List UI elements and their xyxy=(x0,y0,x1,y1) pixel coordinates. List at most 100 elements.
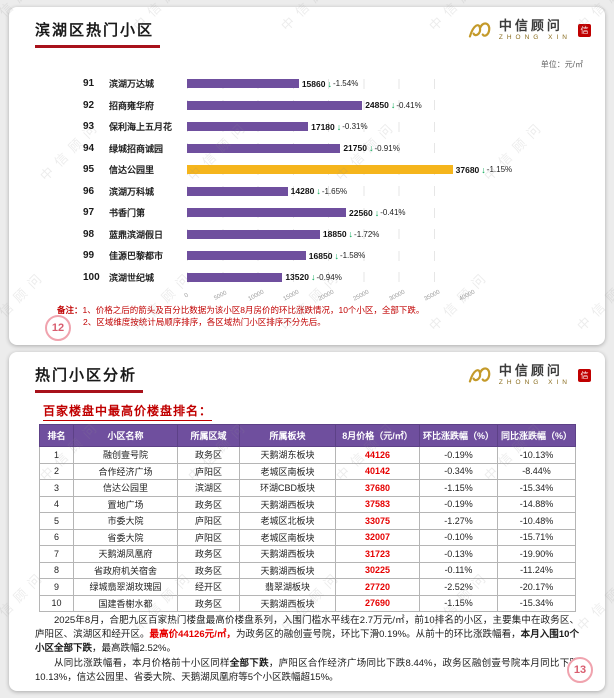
price-cell: 33075 xyxy=(335,512,420,530)
change-label: -0.91% xyxy=(374,143,400,153)
bar-track: 14280 ↓ -1.65% xyxy=(187,186,469,197)
price-cell: 37583 xyxy=(335,495,420,513)
district-cell: 政务区 xyxy=(177,545,240,563)
block-cell: 天鹅湖西板块 xyxy=(239,545,336,563)
down-arrow-icon: ↓ xyxy=(348,229,354,240)
logo-name-en: ZHONG XIN xyxy=(498,33,571,41)
community-name: 书香门第 xyxy=(109,208,146,219)
table-row: 3 信达公园里 滨湖区 环湖CBD板块 37680 -1.15% -15.34% xyxy=(39,479,576,497)
value-label: 14280 xyxy=(290,186,315,197)
change-label: -1.54% xyxy=(332,79,359,89)
text-segment: 最高价44126元/㎡， xyxy=(149,628,236,640)
change-label: -0.41% xyxy=(380,208,406,218)
text-segment: ，庐阳区合作经济广场同比下跌8.44%，政务区融创壹号院本月同比下跌10.13%… xyxy=(35,658,579,684)
axis-tick-label: 10000 xyxy=(247,289,265,303)
table-row: 9 绿城翡翠湖玫瑰园 经开区 翡翠湖板块 27720 -2.52% -20.17% xyxy=(39,578,576,596)
down-arrow-icon: ↓ xyxy=(316,186,321,197)
table-row: 8 省政府机关宿舍 政务区 天鹅湖西板块 30225 -0.11% -11.24% xyxy=(39,561,576,579)
yoy-cell: -15.34% xyxy=(497,594,576,612)
yoy-cell: -11.24% xyxy=(497,561,576,579)
price-cell: 32007 xyxy=(335,528,420,546)
mom-cell: -1.27% xyxy=(419,512,498,530)
logo-mark-icon xyxy=(468,367,491,383)
district-cell: 庐阳区 xyxy=(177,462,240,480)
value-label: 16850 xyxy=(308,250,333,261)
chart-row: 97 书香门第 22560 ↓ -0.41% xyxy=(9,202,605,224)
value-label: 18850 xyxy=(322,229,347,240)
text-segment: 从同比涨跌幅看，本月价格前十小区同样 xyxy=(54,658,230,670)
zhongxin-logo: 中信顾问 ZHONG XIN 信 xyxy=(466,18,591,41)
value-label: 37680 xyxy=(455,164,480,175)
axis-tick-label: 20000 xyxy=(317,289,336,303)
value-label: 15860 xyxy=(301,78,326,89)
logo-name: 中信顾问 xyxy=(498,18,563,34)
change-label: -1.65% xyxy=(321,186,348,196)
price-cell: 27690 xyxy=(335,594,420,612)
rank-label: 93 xyxy=(83,121,95,133)
district-cell: 政务区 xyxy=(177,594,240,612)
name-cell: 省委大院 xyxy=(73,528,178,546)
rank-cell: 7 xyxy=(39,545,74,563)
value-label: 22560 xyxy=(349,207,373,218)
rank-label: 100 xyxy=(83,271,100,283)
chart-row: 91 滨湖万达城 15860 ↓ -1.54% xyxy=(9,73,605,95)
change-label: -1.72% xyxy=(354,229,380,239)
bar-track: 24850 ↓ -0.41% xyxy=(187,100,469,111)
name-cell: 市委大院 xyxy=(73,512,178,530)
chart-row: 100 滨湖世纪城 13520 ↓ -0.94% xyxy=(9,267,605,289)
bar-track: 22560 ↓ -0.41% xyxy=(187,207,469,218)
rank-label: 97 xyxy=(83,207,95,219)
table-row: 10 国建香榭水都 政务区 天鹅湖西板块 27690 -1.15% -15.34% xyxy=(39,594,576,612)
down-arrow-icon: ↓ xyxy=(368,143,374,154)
value-bar xyxy=(187,122,309,132)
logo-seal-icon: 信 xyxy=(578,368,591,382)
chart-row: 95 信达公园里 37680 ↓ -1.15% xyxy=(9,159,605,181)
value-bar xyxy=(187,272,283,282)
mom-cell: -0.13% xyxy=(419,545,498,563)
table-row: 2 合作经济广场 庐阳区 老城区南板块 40142 -0.34% -8.44% xyxy=(39,462,576,480)
mom-cell: -0.11% xyxy=(419,561,498,579)
price-cell: 44126 xyxy=(335,446,420,464)
community-name: 佳源巴黎都市 xyxy=(109,251,164,262)
table-row: 7 天鹅湖凤凰府 政务区 天鹅湖西板块 31723 -0.13% -19.90% xyxy=(39,545,576,563)
rank-label: 98 xyxy=(83,228,95,240)
value-bar xyxy=(187,143,341,153)
bar-track: 37680 ↓ -1.15% xyxy=(187,164,512,175)
table-row: 5 市委大院 庐阳区 老城区北板块 33075 -1.27% -10.48% xyxy=(39,512,576,530)
notes-label: 备注： xyxy=(57,305,83,315)
down-arrow-icon: ↓ xyxy=(310,272,316,283)
yoy-cell: -14.88% xyxy=(497,495,576,513)
down-arrow-icon: ↓ xyxy=(327,78,332,89)
logo-seal-icon: 信 xyxy=(578,23,591,37)
change-label: -0.94% xyxy=(316,272,342,282)
change-label: -1.15% xyxy=(486,165,513,175)
bar-track: 18850 ↓ -1.72% xyxy=(187,229,469,240)
value-label: 17180 xyxy=(311,121,335,132)
axis-tick-label: 35000 xyxy=(423,289,441,303)
price-cell: 37680 xyxy=(335,479,420,497)
table-header-cell: 小区名称 xyxy=(73,424,178,447)
value-bar xyxy=(187,251,306,261)
table-header-cell: 所属板块 xyxy=(239,424,336,447)
rank-cell: 10 xyxy=(39,594,74,612)
yoy-cell: -20.17% xyxy=(497,578,576,596)
name-cell: 国建香榭水都 xyxy=(73,594,178,612)
zhongxin-logo: 中信顾问 ZHONG XIN 信 xyxy=(466,363,591,386)
rank-label: 95 xyxy=(83,164,95,176)
table-header-cell: 所属区域 xyxy=(177,424,240,447)
block-cell: 天鹅湖西板块 xyxy=(239,594,336,612)
table-header-cell: 8月价格（元/㎡） xyxy=(335,424,420,447)
page-number-badge: 12 xyxy=(45,315,71,341)
text-segment: 全部下跌 xyxy=(229,658,269,670)
price-bar-chart: 91 滨湖万达城 15860 ↓ -1.54% 92 招商雍华府 24850 ↓ -0.41% 93… xyxy=(9,73,605,288)
bar-track: 15860 ↓ -1.54% xyxy=(187,78,469,89)
logo-name-en: ZHONG XIN xyxy=(498,378,571,386)
value-bar xyxy=(187,79,299,89)
axis-tick-label: 5000 xyxy=(213,290,229,302)
name-cell: 绿城翡翠湖玫瑰园 xyxy=(73,578,178,596)
mom-cell: -0.34% xyxy=(419,462,498,480)
community-name: 蓝鼎滨湖假日 xyxy=(109,229,164,240)
mom-cell: -0.10% xyxy=(419,528,498,546)
chart-row: 98 蓝鼎滨湖假日 18850 ↓ -1.72% xyxy=(9,224,605,246)
district-cell: 政务区 xyxy=(177,561,240,579)
